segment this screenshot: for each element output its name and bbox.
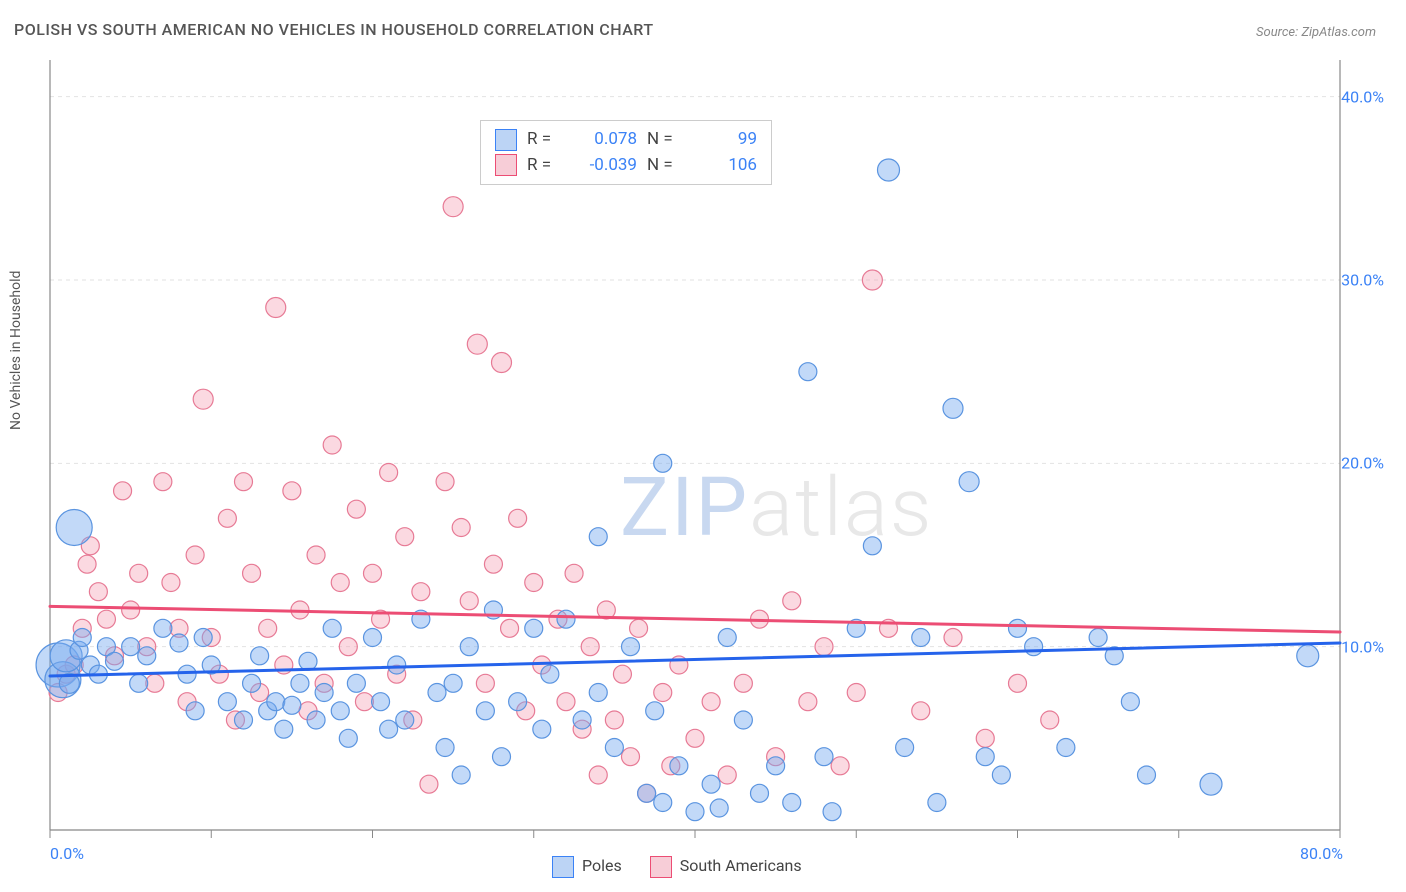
y-tick-label: 40.0% [1341,87,1384,106]
chart-container: POLISH VS SOUTH AMERICAN NO VEHICLES IN … [0,0,1406,892]
swatch-sa [495,154,517,176]
n-label: N = [647,127,685,153]
plot-area: ZIPatlas R = 0.078 N = 99 R = -0.039 N =… [50,60,1340,830]
legend-swatch-sa [650,856,672,878]
legend-swatch-poles [552,856,574,878]
stats-row-sa: R = -0.039 N = 106 [495,153,757,179]
n-label: N = [647,153,685,179]
r-label: R = [527,127,565,153]
chart-title: POLISH VS SOUTH AMERICAN NO VEHICLES IN … [14,20,654,39]
x-tick-label: 80.0% [1300,844,1343,863]
y-axis-label: No Vehicles in Household [8,271,24,430]
source-label: Source: [1256,25,1301,40]
legend-item-poles: Poles [552,856,622,878]
r-value-poles: 0.078 [575,127,637,153]
source-name: ZipAtlas.com [1301,25,1376,40]
legend-label-poles: Poles [582,856,622,875]
r-value-sa: -0.039 [575,153,637,179]
legend-label-sa: South Americans [680,856,802,875]
n-value-sa: 106 [695,153,757,179]
source-attribution: Source: ZipAtlas.com [1256,25,1376,40]
x-tick-label: 0.0% [50,844,84,863]
n-value-poles: 99 [695,127,757,153]
y-tick-label: 20.0% [1341,454,1384,473]
y-tick-label: 10.0% [1341,637,1384,656]
stats-row-poles: R = 0.078 N = 99 [495,127,757,153]
swatch-poles [495,129,517,151]
bottom-legend: Poles South Americans [552,856,802,878]
y-tick-label: 30.0% [1341,271,1384,290]
legend-item-sa: South Americans [650,856,802,878]
stats-legend-box: R = 0.078 N = 99 R = -0.039 N = 106 [480,120,772,185]
r-label: R = [527,153,565,179]
